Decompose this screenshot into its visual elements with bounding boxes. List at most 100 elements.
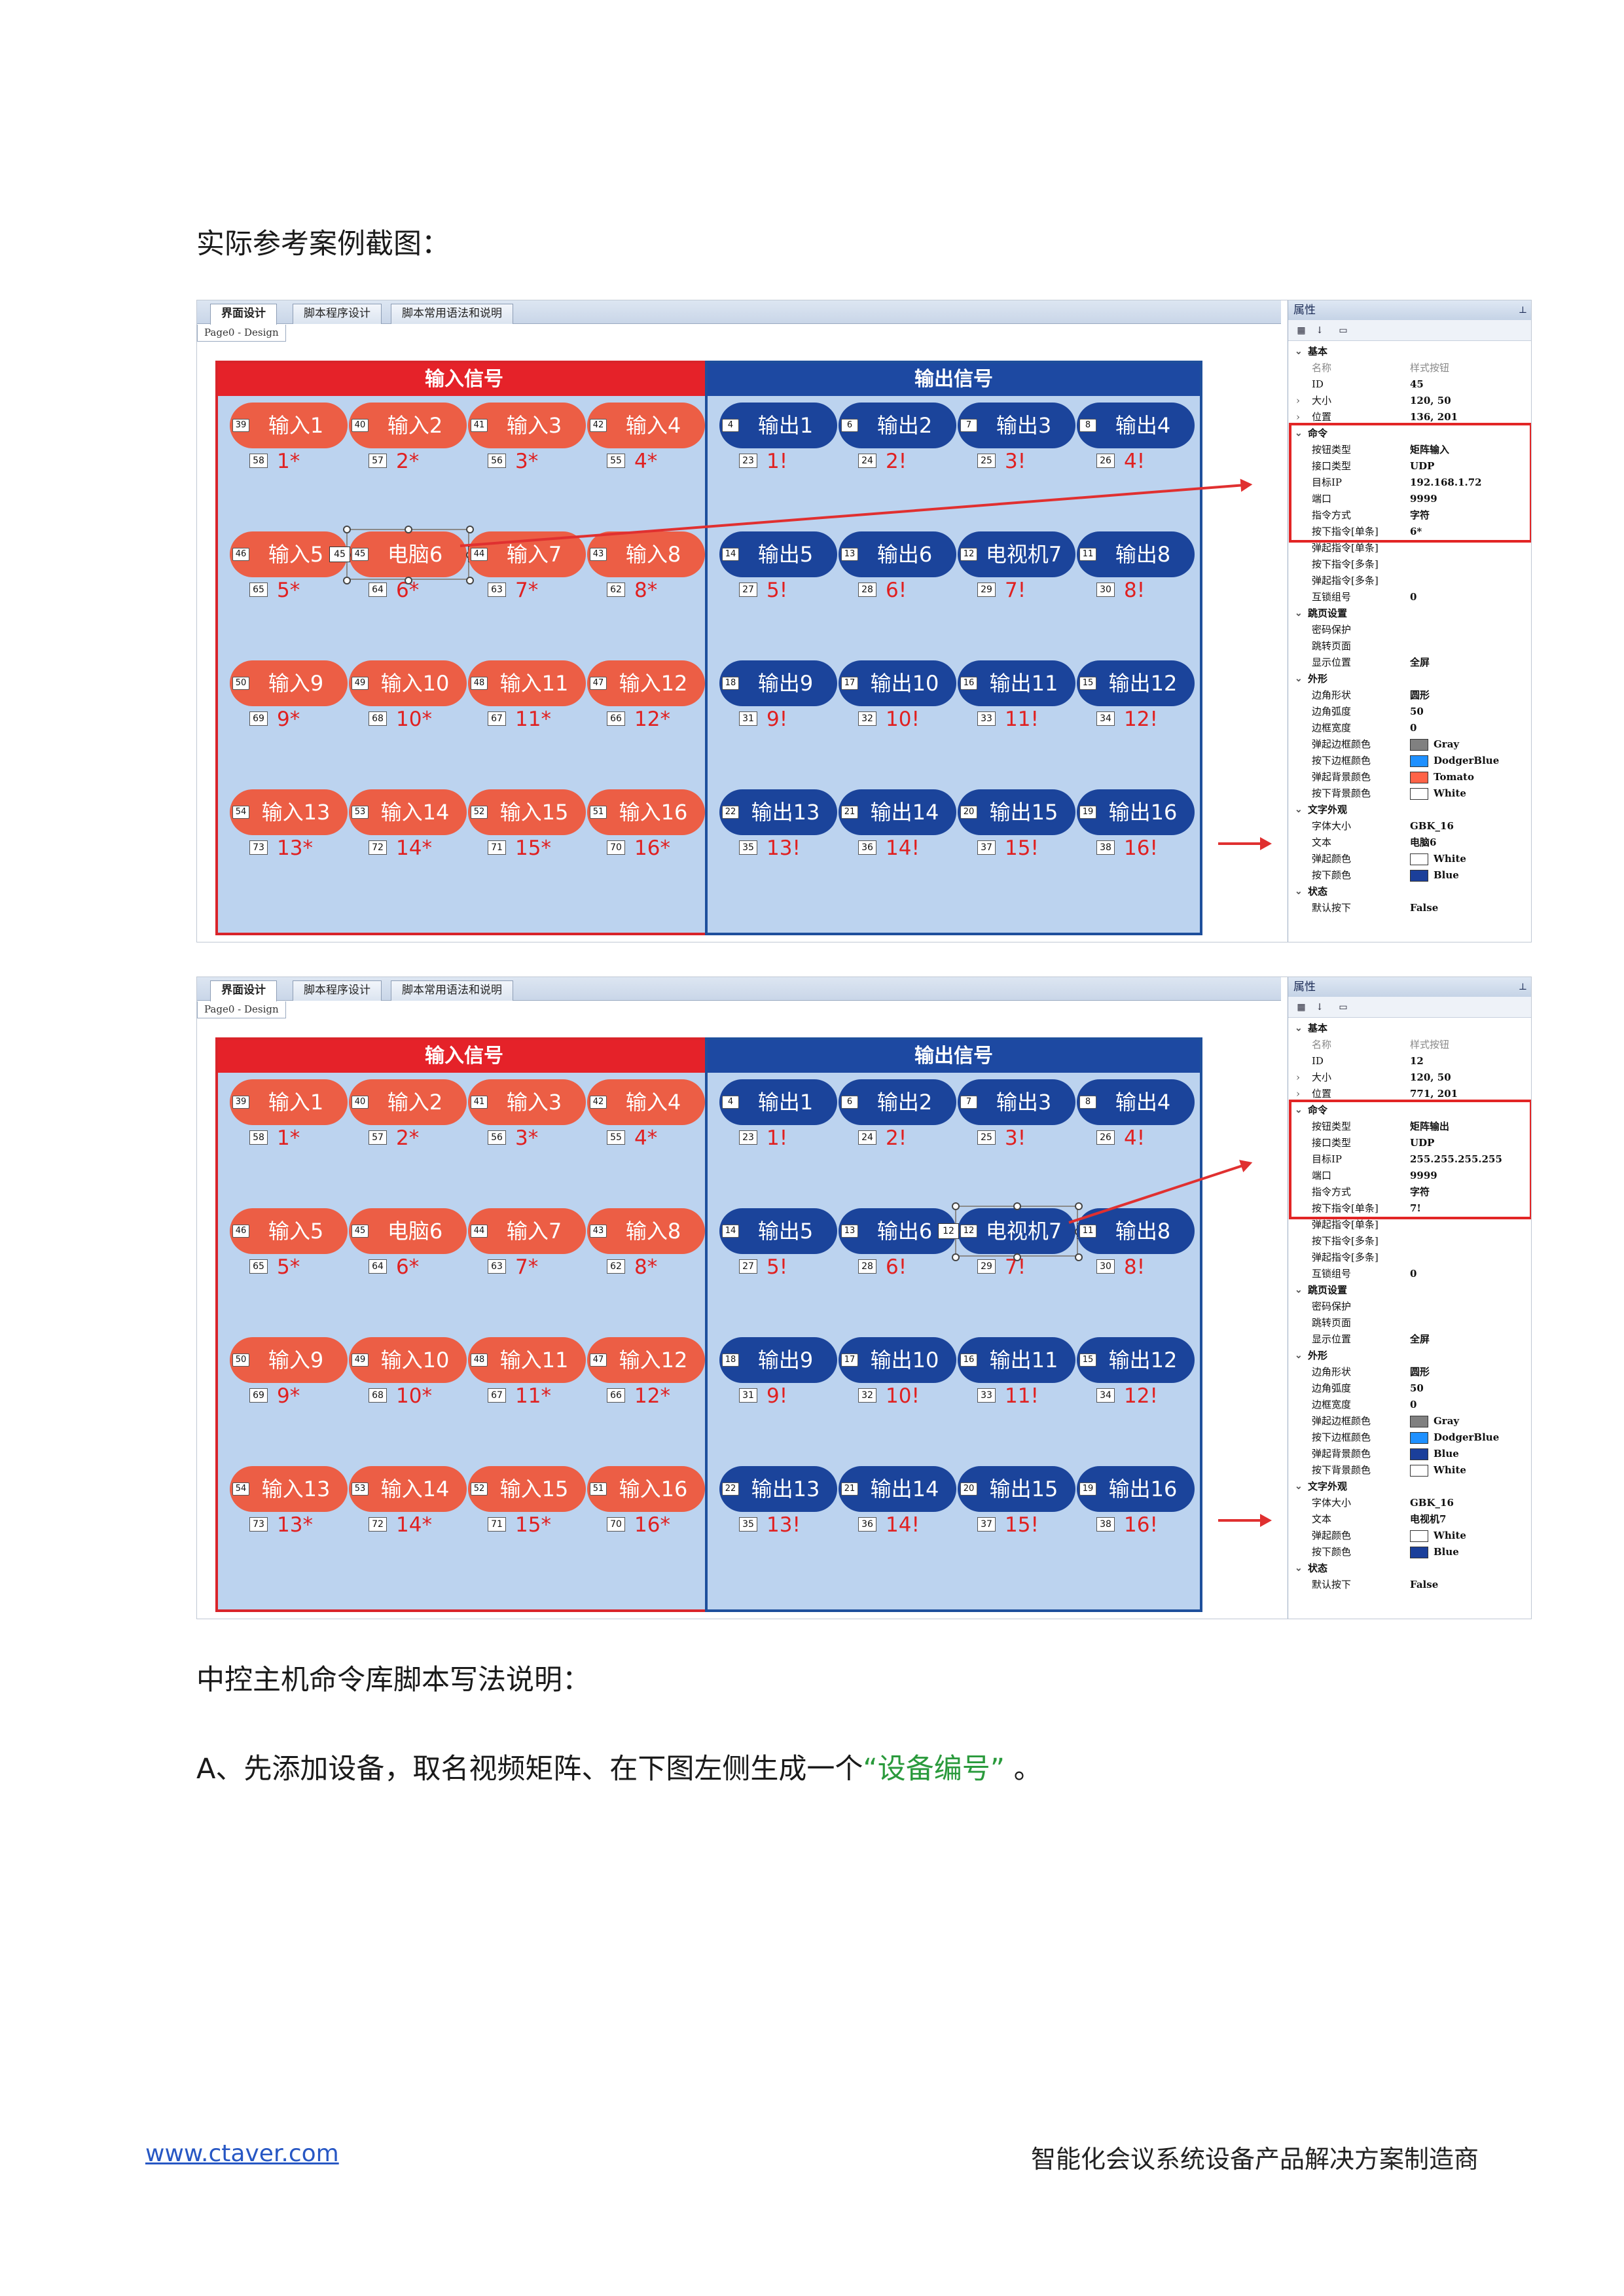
tab-script-syntax[interactable]: 脚本常用语法和说明 [391,304,513,324]
input-button-11[interactable]: 48 输入11 [468,660,586,706]
property-row[interactable]: 边角弧度 50 [1288,704,1531,720]
output-button-2[interactable]: 6 输出2 [839,1079,956,1125]
output-button-16[interactable]: 19 输出16 [1077,789,1195,835]
output-button-10[interactable]: 17 输出10 [839,660,956,706]
tab-ui-design[interactable]: 界面设计 [210,304,277,325]
property-row[interactable]: 默认按下 False [1288,900,1531,916]
input-button-14[interactable]: 53 输入14 [349,1466,467,1512]
input-button-10[interactable]: 49 输入10 [349,660,467,706]
input-button-16[interactable]: 51 输入16 [587,789,705,835]
property-row[interactable]: 显示位置 全屏 [1288,655,1531,671]
property-pages-icon[interactable]: ▭ [1339,325,1348,336]
property-row[interactable]: 按下边框颜色 DodgerBlue [1288,1429,1531,1446]
property-row[interactable]: 弹起指令[多条] [1288,573,1531,589]
property-row[interactable]: 目标IP 255.255.255.255 [1288,1151,1531,1168]
input-button-3[interactable]: 41 输入3 [468,403,586,448]
output-button-14[interactable]: 21 输出14 [839,1466,956,1512]
output-button-1[interactable]: 4 输出1 [719,403,837,448]
output-button-5[interactable]: 14 输出5 [719,1208,837,1254]
input-button-9[interactable]: 50 输入9 [230,1337,348,1383]
output-button-6[interactable]: 13 输出6 [839,531,956,577]
property-row[interactable]: 弹起颜色 White [1288,851,1531,867]
resize-handle[interactable] [466,577,474,584]
output-button-3[interactable]: 7 输出3 [958,403,1075,448]
input-button-3[interactable]: 41 输入3 [468,1079,586,1125]
input-button-14[interactable]: 53 输入14 [349,789,467,835]
property-row[interactable]: 按下背景颜色 White [1288,785,1531,802]
output-button-7[interactable]: 12 电视机7 [958,1208,1075,1254]
property-row[interactable]: 按下指令[多条] [1288,556,1531,573]
property-row[interactable]: › 大小 120, 50 [1288,393,1531,409]
property-row[interactable]: 字体大小 GBK_16 [1288,1495,1531,1511]
property-row[interactable]: 弹起边框颜色 Gray [1288,1413,1531,1429]
resize-handle[interactable] [952,1202,960,1210]
expand-chevron-icon[interactable]: ⌄ [1295,804,1303,815]
expand-chevron-icon[interactable]: ⌄ [1295,608,1303,619]
input-button-6[interactable]: 45 电脑6 [349,1208,467,1254]
input-button-6[interactable]: 45 电脑6 [349,531,467,577]
input-button-15[interactable]: 52 输入15 [468,789,586,835]
property-row[interactable]: 名称 样式按钮 [1288,1037,1531,1053]
input-button-16[interactable]: 51 输入16 [587,1466,705,1512]
property-row[interactable]: 目标IP 192.168.1.72 [1288,475,1531,491]
property-row[interactable]: 边角形状 圆形 [1288,687,1531,704]
output-button-4[interactable]: 8 输出4 [1077,1079,1195,1125]
property-row[interactable]: 端口 9999 [1288,491,1531,507]
expand-chevron-icon[interactable]: ⌄ [1295,1105,1303,1115]
input-button-13[interactable]: 54 输入13 [230,1466,348,1512]
property-row[interactable]: 名称 样式按钮 [1288,360,1531,376]
property-row[interactable]: 指令方式 字符 [1288,1184,1531,1200]
property-row[interactable]: 按下颜色 Blue [1288,1544,1531,1560]
property-row[interactable]: 按下边框颜色 DodgerBlue [1288,753,1531,769]
output-button-7[interactable]: 12 电视机7 [958,531,1075,577]
document-tab-page0[interactable]: Page0 - Design [197,1001,286,1018]
input-button-13[interactable]: 54 输入13 [230,789,348,835]
output-button-9[interactable]: 18 输出9 [719,660,837,706]
resize-handle[interactable] [405,526,412,533]
property-row[interactable]: 跳转页面 [1288,1315,1531,1331]
input-button-9[interactable]: 50 输入9 [230,660,348,706]
resize-handle[interactable] [343,577,351,584]
expand-arrow-icon[interactable]: › [1296,1088,1300,1100]
output-button-13[interactable]: 22 输出13 [719,1466,837,1512]
output-button-8[interactable]: 11 输出8 [1077,1208,1195,1254]
property-row[interactable]: 指令方式 字符 [1288,507,1531,524]
output-button-8[interactable]: 11 输出8 [1077,531,1195,577]
resize-handle[interactable] [952,1253,960,1261]
input-button-2[interactable]: 40 输入2 [349,1079,467,1125]
output-button-12[interactable]: 15 输出12 [1077,1337,1195,1383]
property-row[interactable]: 边框宽度 0 [1288,1397,1531,1413]
output-button-15[interactable]: 20 输出15 [958,789,1075,835]
resize-handle[interactable] [1013,1253,1021,1261]
output-button-16[interactable]: 19 输出16 [1077,1466,1195,1512]
output-button-10[interactable]: 17 输出10 [839,1337,956,1383]
property-row[interactable]: 边角形状 圆形 [1288,1364,1531,1380]
pin-icon[interactable]: ⊥ [1518,982,1527,992]
input-button-11[interactable]: 48 输入11 [468,1337,586,1383]
output-button-1[interactable]: 4 输出1 [719,1079,837,1125]
resize-handle[interactable] [405,577,412,584]
input-button-1[interactable]: 39 输入1 [230,1079,348,1125]
property-row[interactable]: 接口类型 UDP [1288,1135,1531,1151]
input-button-12[interactable]: 47 输入12 [587,1337,705,1383]
property-row[interactable]: 边角弧度 50 [1288,1380,1531,1397]
expand-chevron-icon[interactable]: ⌄ [1295,346,1303,357]
input-button-12[interactable]: 47 输入12 [587,660,705,706]
property-pages-icon[interactable]: ▭ [1339,1002,1348,1013]
property-row[interactable]: 密码保护 [1288,1299,1531,1315]
resize-handle[interactable] [1075,1253,1083,1261]
resize-handle[interactable] [1075,1202,1083,1210]
input-button-2[interactable]: 40 输入2 [349,403,467,448]
output-button-3[interactable]: 7 输出3 [958,1079,1075,1125]
property-row[interactable]: 弹起指令[单条] [1288,1217,1531,1233]
expand-chevron-icon[interactable]: ⌄ [1295,428,1303,439]
property-row[interactable]: 弹起指令[单条] [1288,540,1531,556]
property-row[interactable]: 互锁组号 0 [1288,589,1531,605]
resize-handle[interactable] [1013,1202,1021,1210]
expand-chevron-icon[interactable]: ⌄ [1295,1023,1303,1033]
property-row[interactable]: › 大小 120, 50 [1288,1069,1531,1086]
expand-chevron-icon[interactable]: ⌄ [1295,886,1303,897]
tab-script-syntax[interactable]: 脚本常用语法和说明 [391,980,513,1001]
property-row[interactable]: 互锁组号 0 [1288,1266,1531,1282]
input-button-7[interactable]: 44 输入7 [468,1208,586,1254]
